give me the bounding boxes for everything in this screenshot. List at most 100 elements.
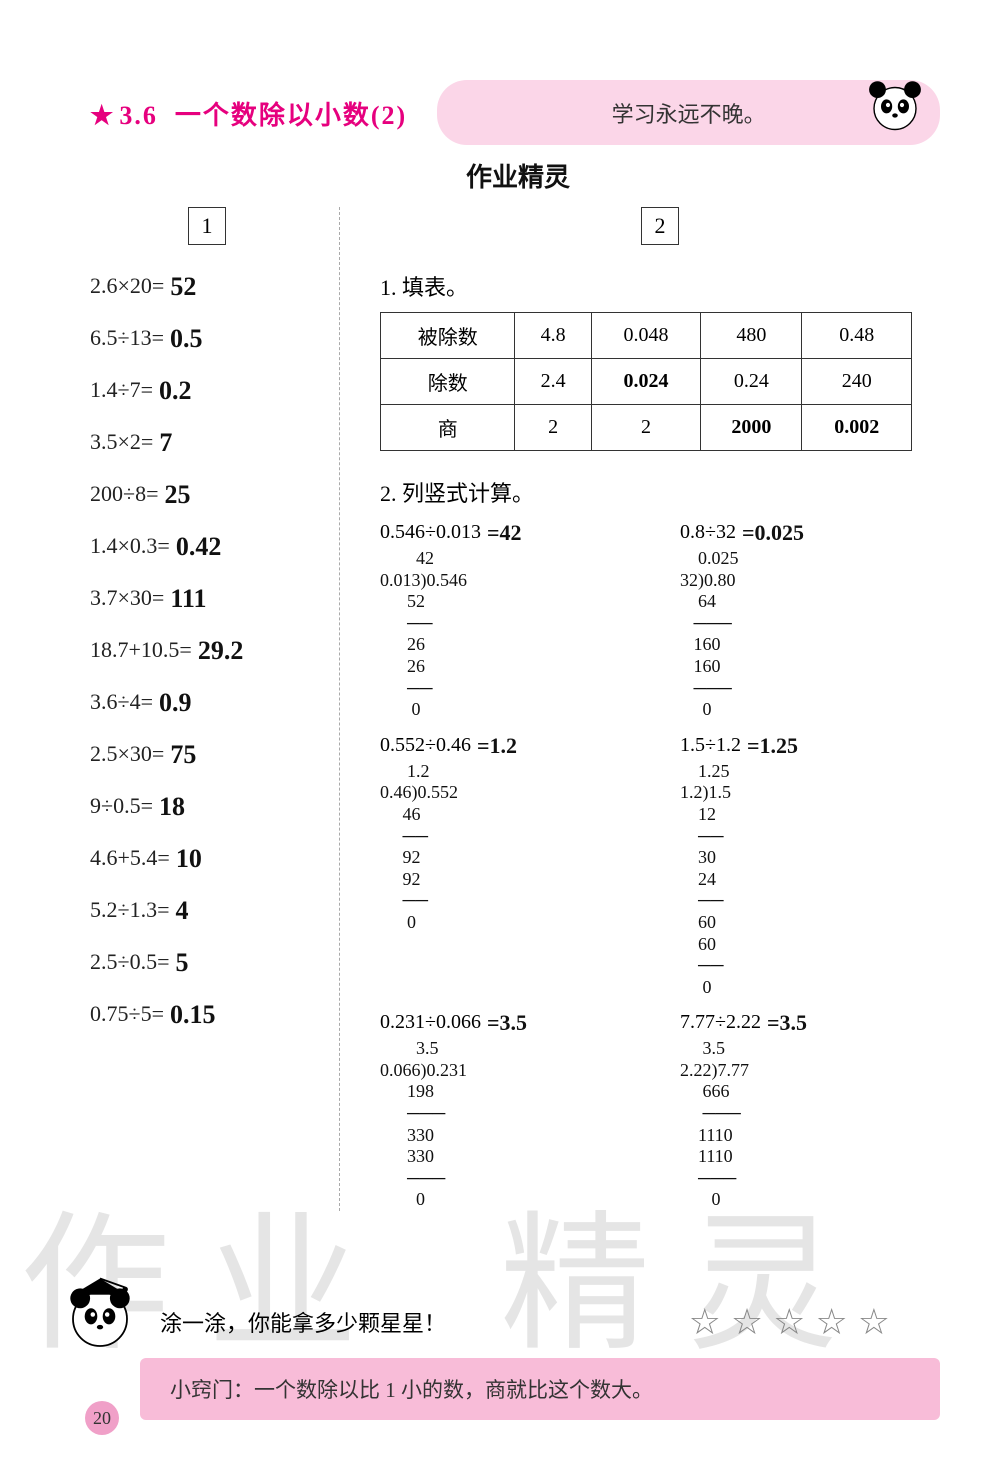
equation-row: 5.2÷1.3=4 xyxy=(90,894,324,924)
equation-row: 2.5÷0.5=5 xyxy=(90,946,324,976)
equation-list: 2.6×20=526.5÷13=0.51.4÷7=0.23.5×2=7200÷8… xyxy=(90,270,324,1028)
equation-printed: 9÷0.5= xyxy=(90,793,153,819)
q1-label: 1. 填表。 xyxy=(380,270,940,302)
equation-printed: 4.6+5.4= xyxy=(90,845,170,871)
header-row: ★3.6 一个数除以小数(2) 学习永远不晚。 xyxy=(90,80,940,145)
footer: 涂一涂，你能拿多少颗星星！ ☆☆☆☆☆ 小窍门：一个数除以比 1 小的数，商就比… xyxy=(60,1301,960,1420)
ld-expression: 0.546÷0.013 xyxy=(380,521,481,544)
equation-row: 200÷8=25 xyxy=(90,478,324,508)
long-division-block: 0.552÷0.46=1.2 1.2 0.46)0.552 46 ── 92 9… xyxy=(380,731,640,999)
ld-expression: 1.5÷1.2 xyxy=(680,734,741,757)
long-division-problem: 0.8÷32 =0.025 xyxy=(680,518,940,544)
ld-work: 1.25 1.2)1.5 12 ── 30 24 ── 60 60 ── 0 xyxy=(680,761,940,999)
row-header: 除数 xyxy=(381,359,515,405)
table-cell: 4.8 xyxy=(515,313,591,359)
content-columns: 1 2.6×20=526.5÷13=0.51.4÷7=0.23.5×2=7200… xyxy=(90,207,940,1211)
equation-printed: 1.4÷7= xyxy=(90,377,153,403)
page-number: 20 xyxy=(85,1401,119,1435)
long-division-problem: 1.5÷1.2 =1.25 xyxy=(680,731,940,757)
equation-printed: 200÷8= xyxy=(90,481,158,507)
star-prompt-row: 涂一涂，你能拿多少颗星星！ ☆☆☆☆☆ xyxy=(160,1301,960,1343)
ld-answer: =0.025 xyxy=(742,520,804,546)
table-cell: 2 xyxy=(515,405,591,451)
ld-expression: 7.77÷2.22 xyxy=(680,1011,761,1034)
ld-answer: =1.25 xyxy=(747,733,798,759)
equation-answer: 18 xyxy=(159,792,185,822)
ld-work: 0.025 32)0.80 64 ─── 160 160 ─── 0 xyxy=(680,548,940,721)
long-division-problem: 0.546÷0.013 =42 xyxy=(380,518,640,544)
long-division-block: 1.5÷1.2 =1.25 1.25 1.2)1.5 12 ── 30 24 ──… xyxy=(680,731,940,999)
ld-work: 3.5 0.066)0.231 198 ─── 330 330 ─── 0 xyxy=(380,1038,640,1211)
equation-answer: 10 xyxy=(176,844,202,874)
column-2-box: 2 xyxy=(641,207,679,245)
ld-expression: 0.231÷0.066 xyxy=(380,1011,481,1034)
long-division-problem: 0.552÷0.46=1.2 xyxy=(380,731,640,757)
table-cell: 0.048 xyxy=(591,313,701,359)
equation-answer: 111 xyxy=(170,584,206,614)
section-title: ★3.6 一个数除以小数(2) xyxy=(90,95,407,132)
tip-text: 小窍门：一个数除以比 1 小的数，商就比这个数大。 xyxy=(170,1378,653,1402)
equation-row: 0.75÷5=0.15 xyxy=(90,998,324,1028)
table-cell: 240 xyxy=(802,359,912,405)
page: ★3.6 一个数除以小数(2) 学习永远不晚。 作业精灵 1 2.6×20=52… xyxy=(0,0,1000,1460)
long-division-problem: 7.77÷2.22 =3.5 xyxy=(680,1008,940,1034)
equation-printed: 2.5×30= xyxy=(90,741,164,767)
row-header: 被除数 xyxy=(381,313,515,359)
banner: 学习永远不晚。 xyxy=(437,80,940,145)
table-cell-handwritten: 2000 xyxy=(701,405,802,451)
long-division-block: 0.8÷32 =0.025 0.025 32)0.80 64 ─── 160 16… xyxy=(680,518,940,721)
column-1-box: 1 xyxy=(188,207,226,245)
equation-printed: 6.5÷13= xyxy=(90,325,164,351)
section-number: 3.6 xyxy=(119,101,158,130)
equation-answer: 0.42 xyxy=(176,532,222,562)
tip-bar: 小窍门：一个数除以比 1 小的数，商就比这个数大。 xyxy=(140,1358,940,1420)
equation-printed: 2.5÷0.5= xyxy=(90,949,169,975)
ld-work: 1.2 0.46)0.552 46 ── 92 92 ── 0 xyxy=(380,761,640,934)
ld-expression: 0.8÷32 xyxy=(680,521,736,544)
row-header: 商 xyxy=(381,405,515,451)
table-row: 被除数 4.8 0.048 480 0.48 xyxy=(381,313,912,359)
equation-printed: 1.4×0.3= xyxy=(90,533,170,559)
long-division-block: 7.77÷2.22=3.5 3.5 2.22)7.77 666 ─── 1110… xyxy=(680,1008,940,1211)
ld-answer: =3.5 xyxy=(767,1010,807,1036)
equation-printed: 3.5×2= xyxy=(90,429,153,455)
equation-answer: 0.15 xyxy=(170,1000,216,1030)
equation-row: 9÷0.5=18 xyxy=(90,790,324,820)
equation-printed: 0.75÷5= xyxy=(90,1001,164,1027)
equation-answer: 4 xyxy=(175,896,188,926)
equation-row: 4.6+5.4=10 xyxy=(90,842,324,872)
ld-work: 42 0.013)0.546 52 ── 26 26 ── 0 xyxy=(380,548,640,721)
equation-printed: 18.7+10.5= xyxy=(90,637,192,663)
equation-answer: 0.9 xyxy=(159,688,192,718)
equation-printed: 3.7×30= xyxy=(90,585,164,611)
ld-answer: =42 xyxy=(487,520,522,546)
star-icons: ☆☆☆☆☆ xyxy=(689,1301,900,1343)
fill-table: 被除数 4.8 0.048 480 0.48 除数 2.4 0.024 0.24… xyxy=(380,312,912,451)
equation-row: 3.5×2=7 xyxy=(90,426,324,456)
column-2: 2 1. 填表。 被除数 4.8 0.048 480 0.48 除数 2.4 0… xyxy=(360,207,940,1211)
long-division-block: 0.546÷0.013 =42 42 0.013)0.546 52 ── 26 2… xyxy=(380,518,640,721)
table-cell: 480 xyxy=(701,313,802,359)
ld-answer: =1.2 xyxy=(477,733,517,759)
equation-answer: 0.5 xyxy=(170,324,203,354)
equation-row: 2.5×30=75 xyxy=(90,738,324,768)
equation-row: 3.7×30=111 xyxy=(90,582,324,612)
long-division-problem: 0.231÷0.066=3.5 xyxy=(380,1008,640,1034)
long-division-block: 0.231÷0.066=3.5 3.5 0.066)0.231 198 ─── … xyxy=(380,1008,640,1211)
table-cell-handwritten: 0.024 xyxy=(591,359,701,405)
equation-answer: 25 xyxy=(164,480,190,510)
table-cell: 0.48 xyxy=(802,313,912,359)
table-cell: 2.4 xyxy=(515,359,591,405)
q2-label: 2. 列竖式计算。 xyxy=(380,476,940,508)
panda-icon xyxy=(860,70,930,140)
equation-answer: 5 xyxy=(175,948,188,978)
table-cell: 2 xyxy=(591,405,701,451)
equation-answer: 29.2 xyxy=(198,636,244,666)
equation-row: 18.7+10.5=29.2 xyxy=(90,634,324,664)
table-row: 商 2 2 2000 0.002 xyxy=(381,405,912,451)
handwriting-watermark-top: 作业精灵 xyxy=(96,157,940,194)
equation-answer: 75 xyxy=(170,740,196,770)
equation-answer: 0.2 xyxy=(159,376,192,406)
equation-row: 1.4÷7=0.2 xyxy=(90,374,324,404)
banner-text: 学习永远不晚。 xyxy=(612,97,766,129)
